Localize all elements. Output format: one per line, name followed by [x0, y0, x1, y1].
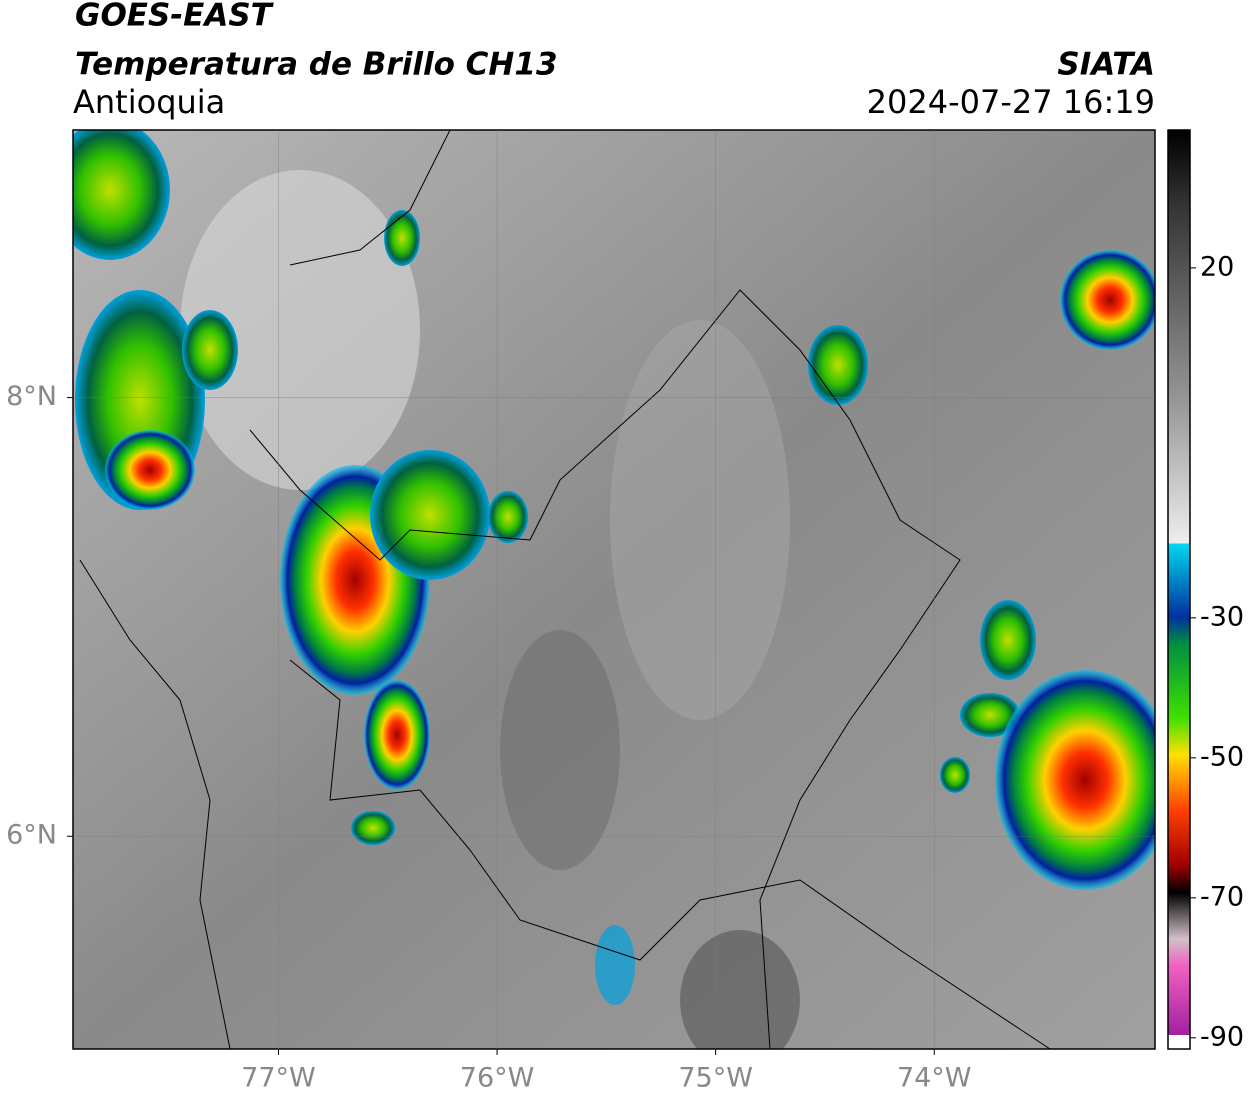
source: SIATA — [1057, 47, 1155, 83]
x-tick-label: 74°W — [897, 1063, 972, 1094]
colorbar-label: -70 — [1200, 881, 1244, 912]
colorbar-label: 20 — [1200, 251, 1234, 282]
colorbar — [1167, 129, 1191, 1050]
map-image — [73, 130, 1155, 1049]
x-tick-label: 77°W — [241, 1063, 316, 1094]
x-tick-label: 75°W — [678, 1063, 753, 1094]
y-tick-label: 6°N — [6, 820, 57, 851]
y-tick-label: 8°N — [6, 381, 57, 412]
colorbar-label: -50 — [1200, 741, 1244, 772]
title: GOES-EAST — [75, 0, 275, 34]
colorbar-label: -30 — [1200, 601, 1244, 632]
x-tick-label: 76°W — [460, 1063, 535, 1094]
subtitle: Temperatura de Brillo CH13 — [75, 47, 558, 83]
map-frame — [72, 129, 1156, 1050]
region: Antioquia — [73, 83, 225, 121]
datetime: 2024-07-27 16:19 — [867, 83, 1155, 121]
colorbar-label: -90 — [1200, 1021, 1244, 1052]
